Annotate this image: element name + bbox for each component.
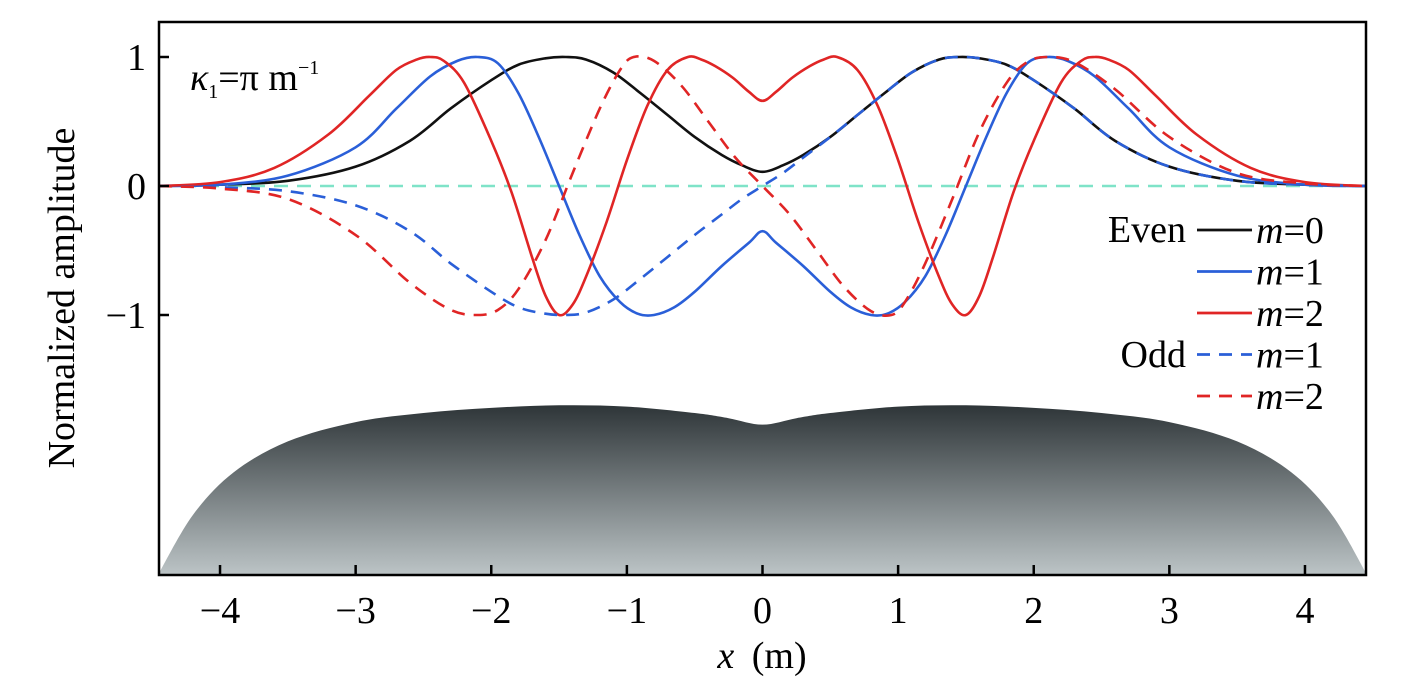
kappa-value: =π m: [218, 57, 298, 99]
legend-entry-value: =0: [1283, 210, 1323, 252]
legend-entry-label-0: m=0: [1256, 210, 1324, 252]
series-lines: [159, 55, 1366, 317]
series-line-4: [159, 55, 1366, 317]
legend-entry-var: m: [1256, 335, 1283, 377]
x-axis-ticks: −4 −3 −2 −1 0 1 2 3 4: [200, 565, 1314, 632]
series-line-1: [159, 55, 1366, 317]
x-axis-label: x (m): [716, 635, 806, 677]
legend-entry-label-3: m=1: [1256, 335, 1324, 377]
x-tick-label: −2: [471, 590, 511, 632]
legend-entry-var: m: [1256, 252, 1283, 294]
x-tick-label: 4: [1295, 590, 1314, 632]
legend-entry-var: m: [1256, 376, 1283, 418]
series-line-2: [159, 55, 1366, 317]
legend-even-label: Even: [1108, 209, 1186, 251]
legend: Even Odd m=0m=1m=2m=1m=2: [1108, 209, 1324, 418]
legend-entry-label-1: m=1: [1256, 252, 1324, 294]
x-axis-unit: (m): [752, 635, 807, 677]
legend-entry-label-4: m=2: [1256, 376, 1324, 418]
y-tick-label: −1: [106, 295, 146, 337]
x-axis-variable: x: [716, 635, 734, 677]
legend-entry-label-2: m=2: [1256, 293, 1324, 335]
profile-area: [159, 405, 1366, 575]
legend-entry-value: =1: [1283, 335, 1323, 377]
x-tick-label: 2: [1024, 590, 1043, 632]
kappa-symbol: κ: [190, 57, 209, 99]
legend-entry-value: =2: [1283, 376, 1323, 418]
profile-shape: [159, 405, 1366, 575]
legend-entry-value: =1: [1283, 252, 1323, 294]
x-tick-label: −3: [335, 590, 375, 632]
x-tick-label: 1: [889, 590, 908, 632]
kappa-superscript: −1: [298, 57, 319, 79]
kappa-annotation: κ1=π m−1: [190, 57, 319, 103]
x-tick-label: −4: [200, 590, 240, 632]
series-line-3: [159, 55, 1366, 317]
x-tick-label: 0: [753, 590, 772, 632]
y-axis-ticks: 1 0 −1: [106, 37, 169, 337]
legend-entry-var: m: [1256, 293, 1283, 335]
y-axis-label: Normalized amplitude: [41, 128, 83, 469]
x-tick-label: 3: [1160, 590, 1179, 632]
legend-entry-var: m: [1256, 210, 1283, 252]
x-tick-label: −1: [607, 590, 647, 632]
series-line-0: [159, 55, 1366, 188]
legend-odd-label: Odd: [1121, 334, 1186, 376]
legend-entry-value: =2: [1283, 293, 1323, 335]
y-tick-label: 0: [127, 166, 146, 208]
kappa-subscript: 1: [208, 81, 218, 103]
y-tick-label: 1: [127, 37, 146, 79]
